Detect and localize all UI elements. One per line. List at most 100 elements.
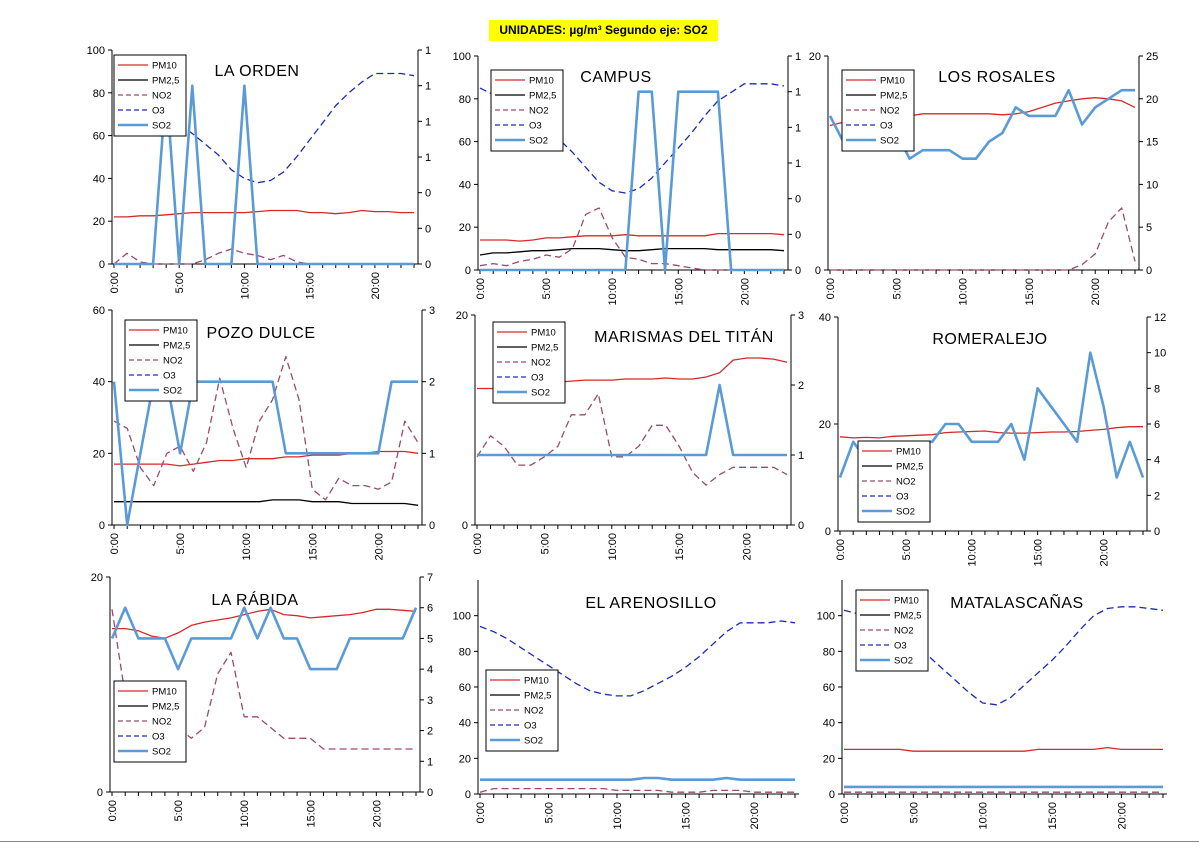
- x-tick-label: 5:00: [539, 533, 551, 554]
- chart-matalascanas: 0 20 40 60 80 100 0:00 5:00 10:00 15:00 20:00 MATAL…: [817, 580, 1167, 830]
- x-tick-label: 10:00: [612, 802, 624, 830]
- legend: PM10 PM2,5 NO2 O3 SO2: [492, 321, 566, 404]
- x-tick-label: 20:00: [739, 278, 751, 306]
- legend-label-o3: O3: [531, 373, 544, 384]
- chart-title: MARISMAS DEL TITÁN: [594, 327, 774, 346]
- legend-label-so2: SO2: [524, 736, 543, 747]
- y2-tick-label: 1: [427, 756, 433, 768]
- series-o3-line: [479, 620, 796, 697]
- series-pm10-line: [844, 746, 1163, 752]
- y2-tick-label: 0: [425, 259, 431, 271]
- x-tick-label: 0:00: [825, 278, 837, 299]
- x-tick-label: 0:00: [109, 272, 121, 293]
- y-tick-label: 100: [817, 611, 835, 623]
- legend-label-so2: SO2: [152, 747, 171, 758]
- x-tick-label: 0:00: [835, 539, 847, 560]
- series-no2-line: [479, 207, 784, 271]
- y-tick-label: 0: [465, 789, 471, 801]
- y-tick-label: 0: [99, 259, 105, 271]
- legend-label-pm2-5: PM2,5: [529, 91, 556, 102]
- legend-label-o3: O3: [880, 121, 893, 132]
- series-pm10-line: [114, 209, 414, 218]
- y-tick-label: 80: [823, 646, 835, 658]
- y-tick-label: 100: [453, 51, 471, 63]
- legend-label-no2: NO2: [894, 626, 914, 637]
- x-tick-label: 0:00: [475, 278, 487, 299]
- x-tick-label: 15:00: [673, 278, 685, 306]
- y-tick-label: 0: [465, 265, 471, 277]
- legend-label-pm2-5: PM2,5: [163, 341, 190, 352]
- legend-label-no2: NO2: [152, 717, 172, 728]
- y2-tick-label: 0: [1146, 265, 1152, 277]
- y-tick-label: 40: [459, 179, 471, 191]
- legend-label-pm10: PM10: [529, 76, 554, 87]
- legend-label-pm2-5: PM2,5: [531, 343, 558, 354]
- x-tick-label: 20:00: [370, 272, 382, 300]
- y2-tick-label: 0: [795, 265, 801, 277]
- x-tick-label: 10:00: [958, 278, 970, 306]
- legend-label-pm2-5: PM2,5: [152, 702, 179, 713]
- y2-tick-label: 0: [429, 520, 435, 532]
- y2-tick-label: 2: [429, 377, 435, 389]
- chart-el-arenosillo: 0 20 40 60 80 100 0:00 5:00 10:00 15:00 20:00 EL AR…: [453, 580, 799, 830]
- y2-tick-label: 1: [425, 116, 431, 128]
- legend: PM10 PM2,5 NO2 O3 SO2: [113, 680, 187, 763]
- x-tick-label: 5:00: [891, 278, 903, 299]
- y-tick-label: 20: [809, 51, 821, 63]
- y-tick-label: 100: [453, 611, 471, 623]
- y-tick-label: 20: [93, 448, 105, 460]
- y-tick-label: 60: [93, 131, 105, 143]
- x-tick-label: 5:00: [173, 800, 185, 821]
- y2-tick-label: 3: [427, 695, 433, 707]
- x-tick-label: 5:00: [908, 802, 920, 823]
- x-tick-label: 5:00: [901, 539, 913, 560]
- legend-label-no2: NO2: [163, 356, 183, 367]
- chart-title: LOS ROSALES: [938, 69, 1056, 86]
- y-tick-label: 0: [829, 789, 835, 801]
- y2-tick-label: 12: [1154, 312, 1166, 324]
- y-tick-label: 0: [462, 520, 468, 532]
- x-tick-label: 10:00: [241, 533, 253, 561]
- x-tick-label: 15:00: [1047, 802, 1059, 830]
- series-no2-line: [476, 393, 788, 486]
- legend-label-pm10: PM10: [896, 447, 921, 458]
- y2-tick-label: 1: [795, 87, 801, 99]
- x-tick-label: 20:00: [1116, 802, 1128, 830]
- x-tick-label: 15:00: [305, 800, 317, 828]
- legend-label-pm2-5: PM2,5: [152, 76, 179, 87]
- x-tick-label: 20:00: [1090, 278, 1102, 306]
- y-tick-label: 60: [459, 682, 471, 694]
- x-tick-label: 5:00: [541, 278, 553, 299]
- y2-tick-label: 5: [427, 633, 433, 645]
- legend-label-o3: O3: [163, 371, 176, 382]
- y2-tick-label: 7: [427, 572, 433, 584]
- y2-tick-label: 3: [429, 305, 435, 317]
- series-pm2-5-line: [479, 247, 785, 256]
- x-tick-label: 20:00: [371, 800, 383, 828]
- series-so2-line: [110, 606, 418, 671]
- legend: PM10 PM2,5 NO2 O3 SO2: [490, 69, 564, 152]
- legend: PM10 PM2,5 NO2 O3 SO2: [113, 54, 187, 137]
- y-tick-label: 80: [459, 94, 471, 106]
- legend-label-o3: O3: [524, 721, 537, 732]
- y-tick-label: 80: [93, 88, 105, 100]
- legend-label-no2: NO2: [529, 106, 549, 117]
- y-tick-label: 60: [93, 305, 105, 317]
- legend-label-no2: NO2: [531, 358, 551, 369]
- x-tick-label: 0:00: [107, 800, 119, 821]
- series-pm10-line: [839, 426, 1143, 439]
- x-tick-label: 10:00: [239, 272, 251, 300]
- y-tick-label: 0: [97, 787, 103, 799]
- y-tick-label: 20: [456, 310, 468, 322]
- x-tick-label: 15:00: [305, 272, 317, 300]
- x-tick-label: 20:00: [742, 533, 754, 561]
- x-tick-label: 15:00: [680, 802, 692, 830]
- legend-label-o3: O3: [152, 732, 165, 743]
- y2-tick-label: 4: [427, 664, 433, 676]
- series-no2-line: [830, 207, 1136, 271]
- y-tick-label: 20: [459, 753, 471, 765]
- y2-tick-label: 1: [425, 81, 431, 93]
- chart-marismas-del-titan: 0 20 0 1 2 3 0:00 5:00 10:00 15:00 20:00 MARISMAS D…: [456, 310, 804, 561]
- x-tick-label: 0:00: [109, 533, 121, 554]
- x-tick-label: 5:00: [543, 802, 555, 823]
